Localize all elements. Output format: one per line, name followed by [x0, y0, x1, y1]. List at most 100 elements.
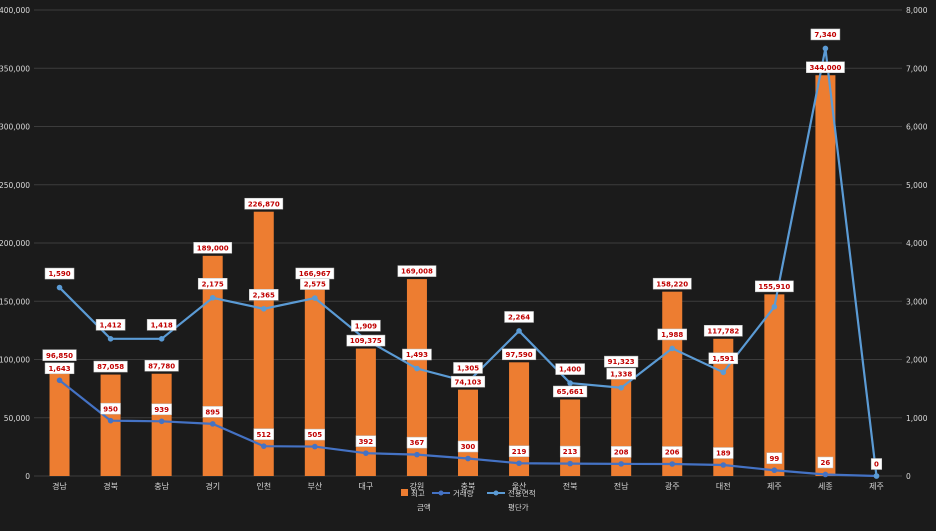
y-right-tick-label: 7,000: [906, 64, 928, 73]
data-label: 2,264: [508, 314, 530, 322]
bar: [304, 281, 325, 476]
data-label-box: [703, 325, 743, 337]
legend-marker: [438, 490, 444, 496]
line-point: [414, 451, 420, 458]
data-label-box: [193, 242, 233, 254]
data-label-box: [508, 445, 530, 457]
x-tick-label: 전남: [614, 481, 629, 491]
data-label-box: [100, 402, 121, 415]
x-tick-label: 광주: [665, 481, 680, 491]
data-label-box: [197, 278, 228, 290]
y-right-tick-label: 2,000: [906, 356, 928, 365]
data-label-box: [146, 319, 177, 331]
data-label-box: [504, 311, 534, 323]
legend-label: 전용면적: [508, 488, 536, 498]
line-point: [822, 45, 829, 52]
legend-marker: [493, 490, 499, 496]
y-left-tick-label: 150,000: [0, 297, 30, 306]
bar: [509, 362, 530, 476]
y-left-tick-label: 100,000: [0, 356, 30, 365]
data-label: 26: [821, 459, 831, 467]
line-point: [771, 303, 778, 310]
x-tick-label: 경기: [205, 481, 220, 491]
data-label-box: [559, 445, 581, 458]
data-label-box: [657, 328, 687, 341]
x-tick-label: 경남: [52, 481, 67, 491]
bar: [355, 348, 376, 476]
line-point: [158, 418, 165, 425]
line-point: [312, 443, 318, 450]
line-point: [312, 295, 318, 301]
bar: [202, 255, 223, 476]
x-tick-label: 대전: [716, 481, 731, 491]
y-left-tick-label: 350,000: [0, 64, 30, 73]
data-label: 74,103: [454, 378, 481, 386]
data-label: 1,338: [610, 370, 632, 378]
data-label: 2,175: [202, 280, 224, 288]
data-label-box: [44, 267, 75, 280]
x-tick-label: 부산: [307, 481, 322, 491]
data-label-box: [355, 435, 377, 447]
data-label-box: [553, 385, 588, 398]
data-label: 300: [461, 443, 476, 451]
data-label: 97,590: [506, 351, 533, 359]
data-label-box: [253, 428, 274, 440]
data-label: 65,661: [557, 388, 584, 396]
y-left-tick-label: 0: [25, 472, 30, 481]
data-label: 505: [308, 431, 323, 439]
data-label: 1,493: [406, 351, 428, 359]
data-label: 226,870: [248, 200, 280, 208]
y-right-tick-label: 8,000: [906, 6, 928, 15]
data-label: 895: [205, 408, 220, 416]
data-label-box: [766, 452, 783, 464]
data-label: 2,575: [304, 281, 326, 289]
line-point: [516, 460, 522, 467]
y-right-tick-label: 4,000: [906, 239, 928, 248]
x-tick-label: 세종: [818, 482, 833, 491]
data-label-box: [555, 363, 585, 375]
line-point: [209, 294, 216, 301]
line-point: [720, 369, 727, 376]
line-point: [618, 384, 624, 391]
data-label: 206: [665, 449, 680, 457]
data-label: 169,008: [401, 268, 433, 276]
data-label-box: [202, 406, 223, 418]
bar: [406, 279, 427, 476]
line-point: [209, 421, 216, 427]
line-point: [56, 377, 63, 384]
data-label-box: [144, 359, 179, 372]
data-label-box: [402, 348, 432, 361]
y-left-tick-label: 50,000: [4, 414, 30, 423]
x-tick-label: 대구: [359, 482, 374, 491]
data-label-box: [93, 360, 128, 373]
data-label: 1,591: [712, 355, 734, 363]
y-right-tick-label: 5,000: [906, 181, 928, 190]
y-left-tick-label: 200,000: [0, 239, 30, 248]
data-label-box: [249, 289, 279, 301]
legend-swatch-bar: [401, 489, 408, 496]
data-label: 109,375: [350, 337, 382, 345]
legend-label: 금액: [417, 502, 431, 512]
line-point: [771, 467, 778, 474]
line-point: [465, 455, 471, 462]
data-label: 512: [256, 431, 271, 439]
data-label: 1,305: [457, 365, 479, 373]
data-label: 213: [563, 448, 578, 456]
line-point: [669, 345, 676, 352]
data-label: 208: [614, 448, 629, 456]
data-label-box: [502, 348, 537, 361]
data-label: 950: [103, 405, 118, 413]
bar: [49, 363, 70, 476]
data-label-box: [817, 456, 834, 469]
data-label-box: [351, 319, 381, 332]
data-label: 1,400: [559, 366, 581, 374]
data-label: 96,850: [46, 352, 73, 360]
data-label: 87,058: [97, 363, 124, 371]
data-label: 2,365: [253, 291, 275, 299]
legend-label: 최고: [411, 488, 425, 498]
data-label: 7,340: [814, 31, 836, 39]
data-label-box: [406, 436, 428, 449]
data-label-box: [300, 278, 330, 290]
data-label-box: [453, 362, 483, 374]
